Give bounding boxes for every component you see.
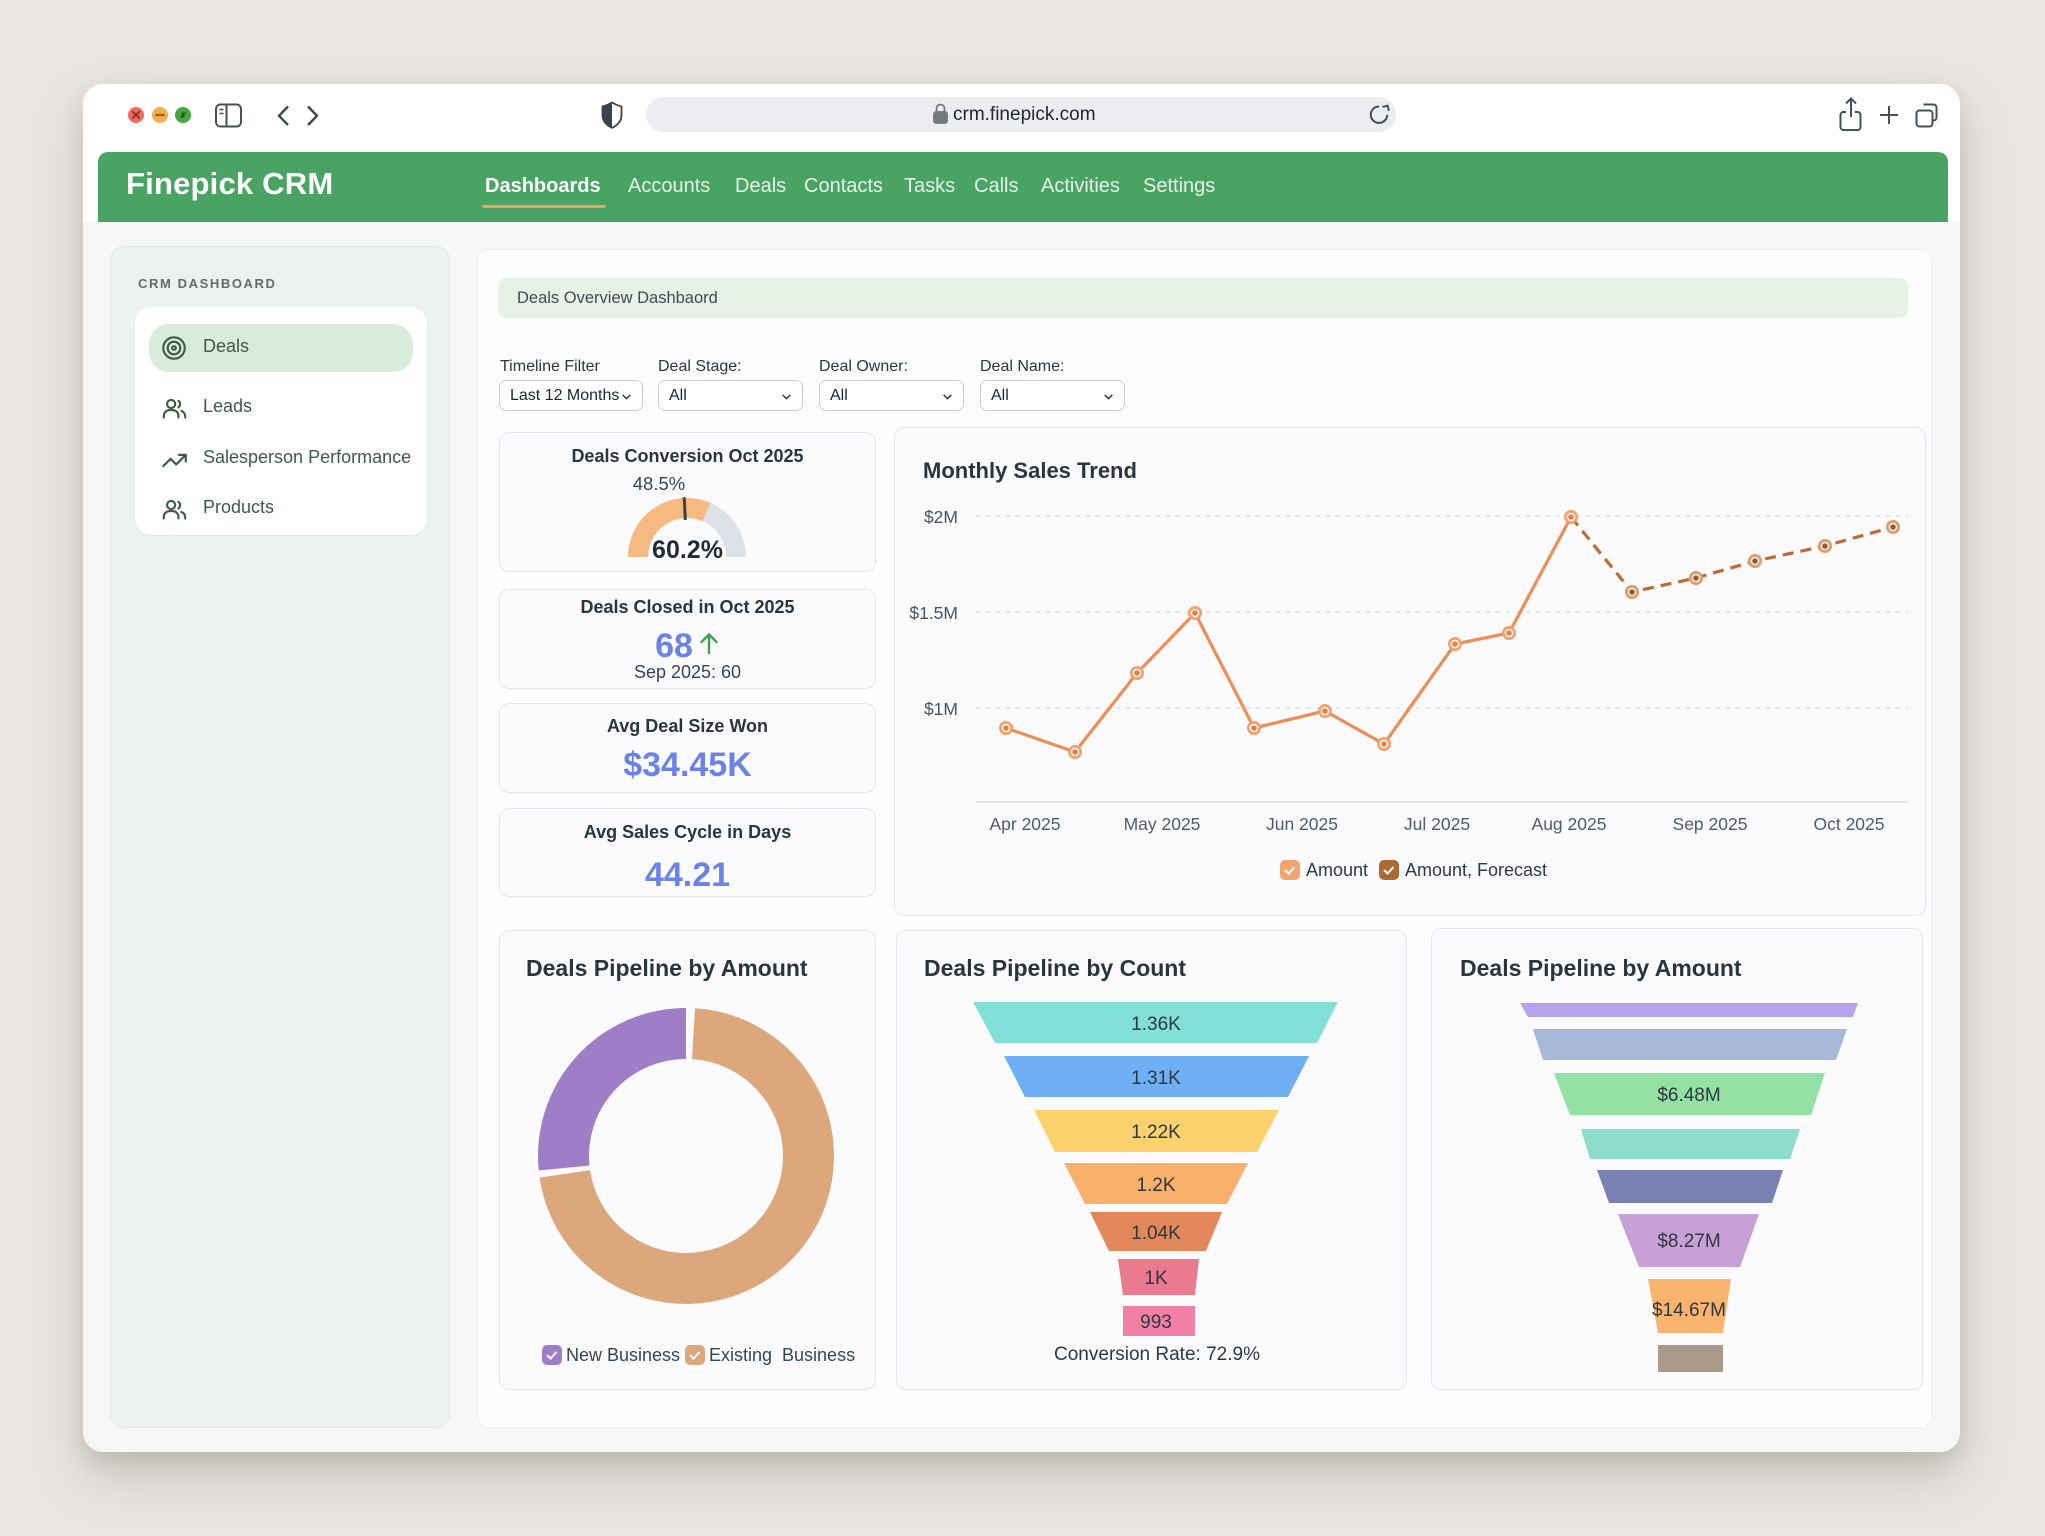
svg-text:$6.48M: $6.48M xyxy=(1657,1085,1720,1106)
svg-text:1.31K: 1.31K xyxy=(1131,1068,1181,1089)
svg-text:New Business: New Business xyxy=(566,1345,680,1365)
svg-text:1.04K: 1.04K xyxy=(1131,1223,1181,1244)
svg-text:May 2025: May 2025 xyxy=(1124,814,1201,834)
svg-text:Jun 2025: Jun 2025 xyxy=(1266,814,1338,834)
svg-text:Existing Business: Existing Business xyxy=(709,1345,855,1365)
svg-text:1.22K: 1.22K xyxy=(1131,1122,1181,1143)
svg-text:$8.27M: $8.27M xyxy=(1657,1231,1720,1252)
svg-text:Jul 2025: Jul 2025 xyxy=(1404,814,1470,834)
svg-text:1.36K: 1.36K xyxy=(1131,1014,1181,1035)
svg-text:Apr 2025: Apr 2025 xyxy=(989,814,1060,834)
svg-text:Amount, Forecast: Amount, Forecast xyxy=(1405,860,1547,880)
svg-text:993: 993 xyxy=(1140,1312,1172,1333)
svg-text:Amount: Amount xyxy=(1306,860,1368,880)
svg-text:1.2K: 1.2K xyxy=(1136,1175,1175,1196)
svg-text:Conversion Rate: 72.9%: Conversion Rate: 72.9% xyxy=(1054,1344,1260,1365)
svg-text:Oct 2025: Oct 2025 xyxy=(1813,814,1884,834)
svg-text:$2M: $2M xyxy=(924,507,958,527)
svg-text:Sep 2025: Sep 2025 xyxy=(1673,814,1748,834)
svg-text:$1.5M: $1.5M xyxy=(909,603,958,623)
svg-text:1K: 1K xyxy=(1144,1268,1168,1289)
svg-text:$14.67M: $14.67M xyxy=(1652,1300,1726,1321)
svg-text:$1M: $1M xyxy=(924,699,958,719)
svg-text:Aug 2025: Aug 2025 xyxy=(1532,814,1607,834)
